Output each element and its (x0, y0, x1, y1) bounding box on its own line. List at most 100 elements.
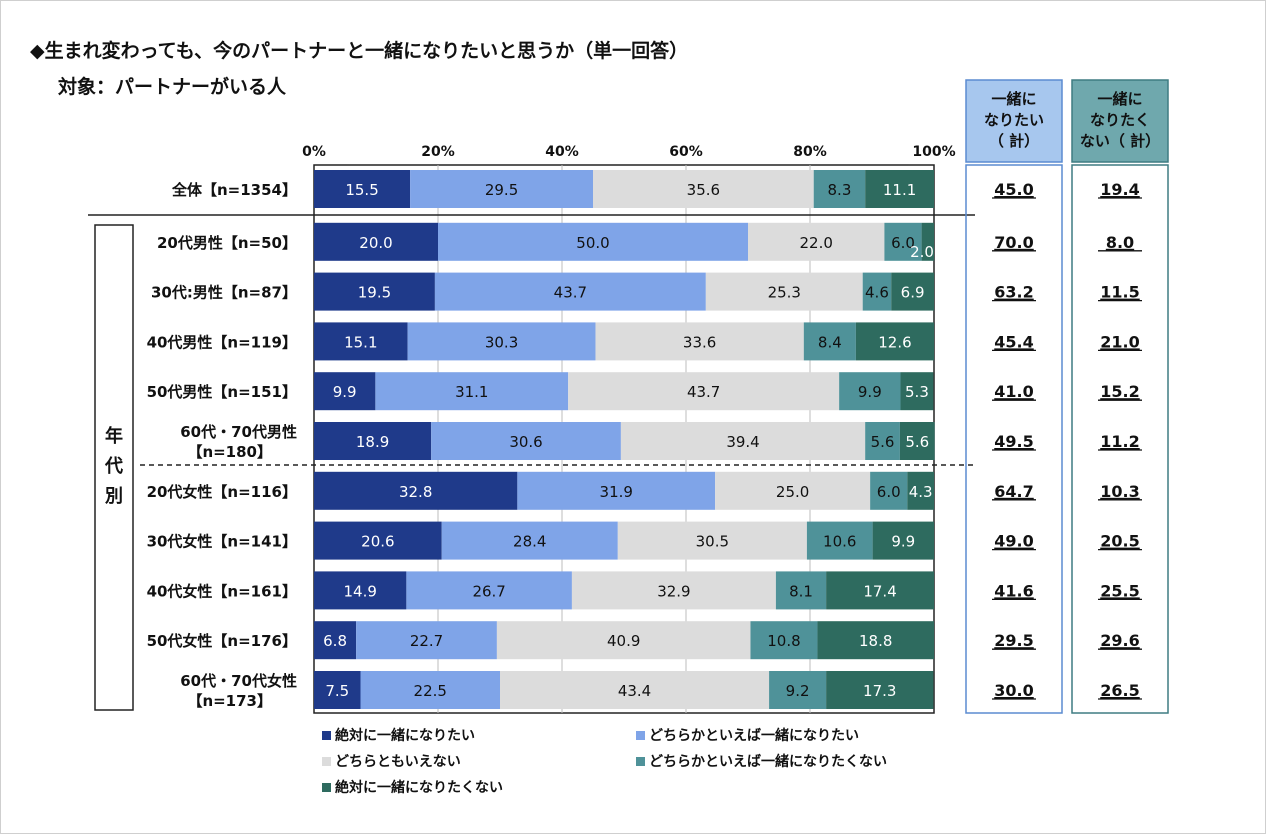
summary-header-text: なりたく (1090, 111, 1150, 129)
bar-value-label: 19.5 (358, 284, 391, 302)
bar-segment (817, 621, 934, 660)
bar-value-label: 22.5 (414, 682, 447, 700)
bar-segment (314, 671, 361, 709)
bar-value-label: 18.8 (859, 632, 892, 650)
category-label: 20代男性【n=50】 (157, 234, 297, 252)
bar-value-label: 12.6 (878, 333, 911, 351)
bar-value-label: 33.6 (683, 333, 716, 351)
bar-segment (314, 422, 432, 460)
x-tick-label: 20% (421, 144, 455, 160)
summary-header-text: なりたい (984, 111, 1044, 129)
category-label: 【n=180】 (187, 443, 272, 461)
bar-segment (865, 170, 934, 208)
summary-value: 29.5 (994, 631, 1033, 650)
bar-segment (750, 621, 818, 660)
summary-value: 30.0 (994, 681, 1033, 700)
x-tick-label: 80% (793, 144, 827, 160)
bar-value-label: 43.4 (618, 682, 651, 700)
chart-title: ◆生まれ変わっても、今のパートナーと一緒になりたいと思うか（単一回答） (30, 40, 689, 62)
bar-segment (314, 521, 442, 560)
bar-value-label: 43.7 (554, 284, 587, 302)
bar-value-label: 6.9 (901, 284, 925, 302)
bar-segment (360, 671, 500, 709)
bar-segment (803, 322, 856, 361)
bar-segment (907, 471, 934, 510)
bar-segment (839, 372, 901, 411)
bar-value-label: 18.9 (356, 433, 389, 451)
bar-value-label: 9.9 (858, 383, 882, 401)
summary-column-box (965, 164, 1063, 714)
bar-segment (855, 322, 934, 361)
bar-segment (769, 671, 827, 709)
summary-value: 20.5 (1100, 532, 1139, 551)
bar-value-label: 5.6 (871, 433, 895, 451)
bar-value-label: 9.2 (786, 682, 810, 700)
bar-value-label: 15.5 (345, 181, 378, 199)
bar-segment (705, 272, 863, 311)
bar-value-label: 32.9 (657, 582, 690, 600)
bar-segment (748, 222, 885, 261)
bar-segment (407, 322, 596, 361)
bar-segment (314, 170, 411, 208)
bar-value-label: 10.6 (823, 533, 856, 551)
summary-value: 11.2 (1100, 432, 1139, 451)
summary-header-text: 一緒に (1097, 90, 1142, 108)
bar-value-label: 4.3 (909, 483, 933, 501)
category-label: 全体【n=1354】 (171, 181, 297, 199)
group-label-char: 別 (105, 486, 123, 507)
bar-segment (862, 272, 892, 311)
bar-value-label: 17.3 (863, 682, 896, 700)
bar-value-label: 5.3 (905, 383, 929, 401)
summary-header-text: ない（ 計） (1080, 132, 1160, 150)
summary-header (1071, 79, 1169, 163)
bar-value-label: 31.9 (600, 483, 633, 501)
bar-segment (620, 422, 866, 460)
bar-value-label: 25.0 (776, 483, 809, 501)
legend-label: 絶対に一緒になりたくない (335, 779, 503, 796)
bar-value-label: 50.0 (576, 234, 609, 252)
bar-value-label: 4.6 (865, 284, 889, 302)
summary-value: 45.0 (994, 180, 1033, 199)
bar-segment (813, 170, 866, 208)
bar-segment (900, 372, 934, 411)
summary-value: 49.0 (994, 532, 1033, 551)
bar-segment (314, 222, 438, 261)
bar-segment (891, 272, 934, 311)
category-label: 50代男性【n=151】 (147, 383, 297, 401)
bar-segment (314, 621, 357, 660)
bar-value-label: 22.0 (799, 234, 832, 252)
category-label: 60代・70代女性 (180, 672, 297, 690)
bar-value-label: 10.8 (767, 632, 800, 650)
bar-segment (899, 422, 935, 460)
bar-value-label: 30.3 (485, 333, 518, 351)
summary-value: 8.0 (1106, 233, 1134, 252)
bar-value-label: 8.4 (818, 333, 842, 351)
bar-value-label: 9.9 (333, 383, 357, 401)
summary-column-box (1071, 164, 1169, 714)
bar-segment (870, 471, 908, 510)
bar-segment (314, 372, 376, 411)
bar-value-label: 20.6 (361, 533, 394, 551)
summary-header-text: （ 計） (989, 132, 1039, 150)
legend-swatch (636, 757, 645, 766)
bar-segment (441, 521, 618, 560)
bar-segment (865, 422, 900, 460)
group-bracket (94, 224, 134, 711)
bar-segment (496, 621, 751, 660)
summary-value: 63.2 (994, 283, 1033, 302)
bar-value-label: 26.7 (472, 582, 505, 600)
bar-value-label: 2.0 (910, 243, 934, 261)
bar-value-label: 8.3 (828, 181, 852, 199)
summary-value: 26.5 (1100, 681, 1139, 700)
bar-segment (431, 422, 621, 460)
summary-header (965, 79, 1063, 163)
bar-segment (715, 471, 871, 510)
summary-value: 45.4 (994, 332, 1033, 351)
bar-value-label: 32.8 (399, 483, 432, 501)
bar-segment (806, 521, 873, 560)
bar-value-label: 28.4 (513, 533, 546, 551)
summary-header-text: 一緒に (991, 90, 1036, 108)
summary-value: 41.0 (994, 382, 1033, 401)
category-label: 40代女性【n=161】 (147, 582, 297, 600)
